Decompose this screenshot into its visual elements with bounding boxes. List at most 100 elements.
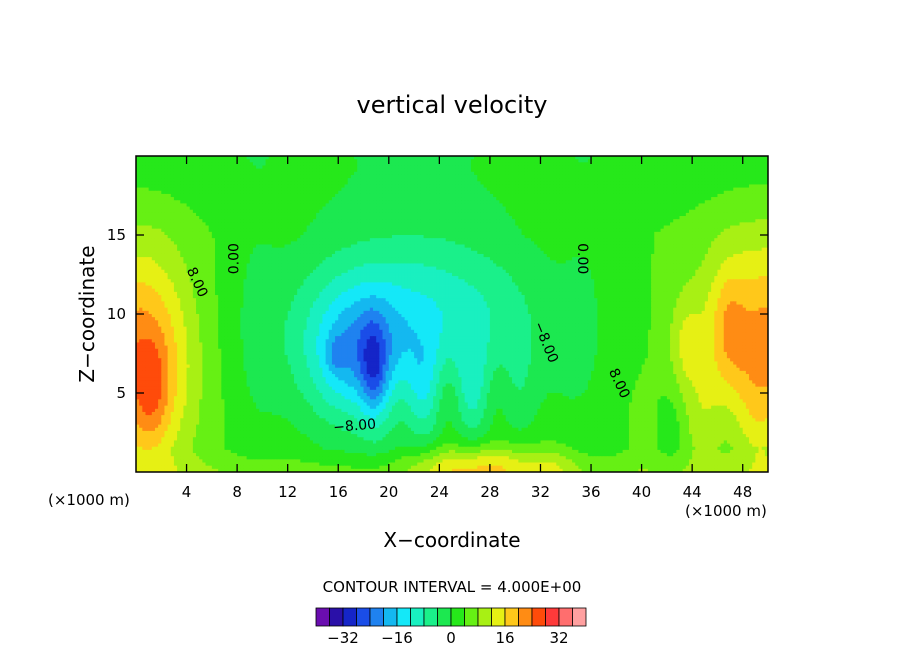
field-cell [332,162,336,166]
field-cell [443,169,447,173]
field-cell [307,162,311,166]
field-cell [149,162,153,166]
field-cell [316,162,320,166]
field-cell [215,169,219,173]
field-cell [452,162,456,166]
field-cell [364,169,368,173]
field-cell [180,162,184,166]
field-cell [531,159,535,163]
field-cell [490,172,494,176]
field-cell [670,172,674,176]
field-cell [480,178,484,182]
field-cell [544,165,548,169]
field-cell [436,178,440,182]
field-cell [319,175,323,179]
field-cell [749,169,753,173]
field-cell [215,172,219,176]
field-cell [376,162,380,166]
field-cell [326,159,330,163]
field-cell [196,169,200,173]
field-cell [155,159,159,163]
field-cell [297,159,301,163]
field-cell [648,169,652,173]
field-cell [708,165,712,169]
field-cell [348,165,352,169]
field-cell [762,172,766,176]
field-cell [360,175,364,179]
field-cell [420,178,424,182]
field-cell [563,169,567,173]
field-cell [414,165,418,169]
field-cell [616,178,620,182]
field-cell [553,169,557,173]
field-cell [632,159,636,163]
field-cell [471,175,475,179]
field-cell [367,165,371,169]
field-cell [278,172,282,176]
field-cell [164,159,168,163]
field-cell [550,165,554,169]
field-cell [534,159,538,163]
field-cell [480,162,484,166]
field-cell [190,159,194,163]
field-cell [145,172,149,176]
field-cell [553,172,557,176]
field-cell [234,165,238,169]
field-cell [354,162,358,166]
field-cell [651,178,655,182]
field-cell [566,159,570,163]
field-cell [196,159,200,163]
field-cell [174,159,178,163]
field-cell [661,169,665,173]
field-cell [303,169,307,173]
field-cell [266,162,270,166]
field-cell [506,165,510,169]
field-cell [443,172,447,176]
field-cell [269,162,273,166]
field-cell [234,178,238,182]
field-cell [468,172,472,176]
field-cell [209,175,213,179]
field-cell [294,159,298,163]
field-cell [553,175,557,179]
field-cell [300,159,304,163]
field-cell [664,178,668,182]
field-cell [534,169,538,173]
field-cell [550,162,554,166]
field-cell [458,172,462,176]
field-cell [345,162,349,166]
field-cell [158,165,162,169]
field-cell [477,162,481,166]
field-cell [149,169,153,173]
field-cell [547,159,551,163]
field-cell [231,169,235,173]
field-cell [657,178,661,182]
field-cell [597,169,601,173]
field-cell [392,178,396,182]
field-cell [759,172,763,176]
field-cell [702,169,706,173]
field-cell [411,172,415,176]
field-cell [243,172,247,176]
field-cell [730,172,734,176]
field-cell [702,175,706,179]
field-cell [139,169,143,173]
field-cell [477,169,481,173]
field-cell [727,169,731,173]
field-cell [490,165,494,169]
field-cell [509,159,513,163]
field-cell [746,159,750,163]
field-cell [616,169,620,173]
field-cell [515,175,519,179]
field-cell [237,178,241,182]
field-cell [354,169,358,173]
field-cell [566,169,570,173]
field-cell [648,175,652,179]
field-cell [228,172,232,176]
field-cell [493,175,497,179]
field-cell [588,178,592,182]
field-cell [477,172,481,176]
field-cell [401,175,405,179]
field-cell [256,159,260,163]
field-cell [569,165,573,169]
